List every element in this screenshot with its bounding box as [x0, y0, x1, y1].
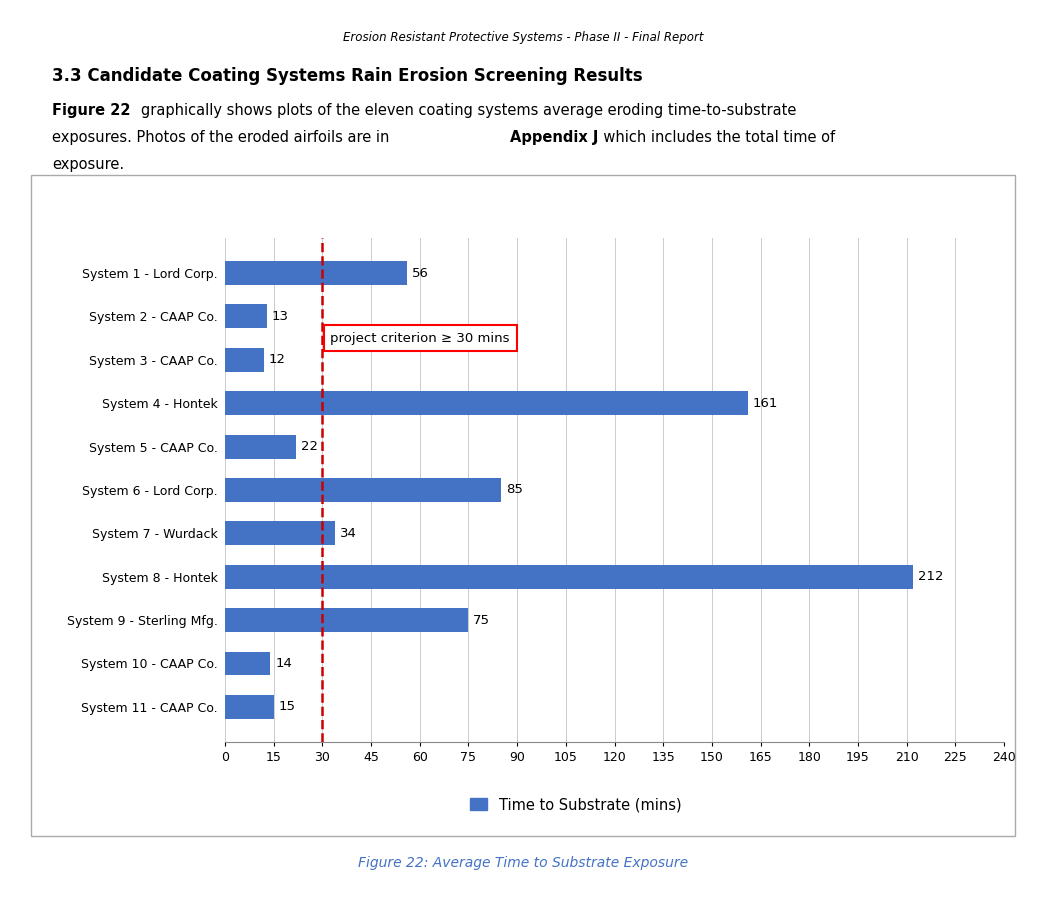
Text: 75: 75: [473, 614, 491, 627]
Text: Erosion Resistant Protective Systems - Phase II - Final Report: Erosion Resistant Protective Systems - P…: [343, 31, 703, 44]
Text: 22: 22: [301, 441, 318, 453]
Text: graphically shows plots of the eleven coating systems average eroding time-to-su: graphically shows plots of the eleven co…: [141, 103, 797, 119]
Text: 13: 13: [272, 310, 289, 323]
Text: project criterion ≥ 30 mins: project criterion ≥ 30 mins: [331, 332, 509, 344]
Bar: [225, 434, 296, 458]
Bar: [225, 565, 913, 589]
Text: 12: 12: [269, 353, 286, 366]
Bar: [225, 305, 267, 328]
Bar: [225, 261, 407, 285]
Bar: [225, 695, 274, 719]
Bar: [225, 652, 270, 675]
Text: Appendix J: Appendix J: [510, 130, 598, 146]
Text: 56: 56: [411, 266, 429, 280]
Bar: [225, 348, 264, 372]
Text: 212: 212: [918, 570, 943, 583]
Bar: [225, 391, 748, 415]
Text: 15: 15: [278, 700, 295, 714]
Text: Figure 22: Average Time to Substrate Exposure: Figure 22: Average Time to Substrate Exp…: [358, 856, 688, 870]
Text: 3.3 Candidate Coating Systems Rain Erosion Screening Results: 3.3 Candidate Coating Systems Rain Erosi…: [52, 67, 643, 85]
Text: exposure.: exposure.: [52, 157, 124, 173]
Text: exposures. Photos of the eroded airfoils are in: exposures. Photos of the eroded airfoils…: [52, 130, 390, 146]
Text: 14: 14: [275, 657, 292, 670]
Text: Figure 22: Figure 22: [52, 103, 131, 119]
Text: 85: 85: [506, 484, 523, 496]
Legend: Time to Substrate (mins): Time to Substrate (mins): [470, 797, 681, 813]
Bar: [225, 478, 501, 502]
Text: 161: 161: [752, 396, 778, 410]
Bar: [225, 608, 469, 632]
Text: 34: 34: [340, 527, 357, 539]
Text: . which includes the total time of: . which includes the total time of: [594, 130, 836, 146]
Bar: [225, 521, 336, 546]
